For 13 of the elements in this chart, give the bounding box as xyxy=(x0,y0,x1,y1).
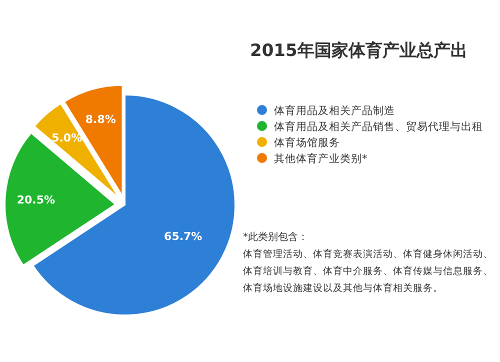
data-label: 65.7% xyxy=(164,230,202,244)
data-label: 20.5% xyxy=(16,194,56,207)
data-label: 8.8% xyxy=(85,113,116,126)
legend-label: 体育用品及相关产品制造 xyxy=(274,104,395,117)
chart-title: 2015年国家体育产业总产出 xyxy=(250,40,468,61)
text: 体育场地设施建设以及其他与体育相关服务。 xyxy=(243,282,443,294)
legend-label: 体育用品及相关产品销售、贸易代理与出租 xyxy=(274,120,483,133)
legend-label: 体育场馆服务 xyxy=(274,136,340,149)
text: 体育培训与教育、体育中介服务、体育传媒与信息服务、 xyxy=(243,265,493,277)
legend-label: 其他体育产业类别* xyxy=(274,152,368,165)
text: 体育管理活动、体育竞赛表演活动、体育健身休闲活动、 xyxy=(243,248,493,260)
text: *此类别包含： xyxy=(243,231,308,243)
data-label: 5.0% xyxy=(52,131,82,144)
